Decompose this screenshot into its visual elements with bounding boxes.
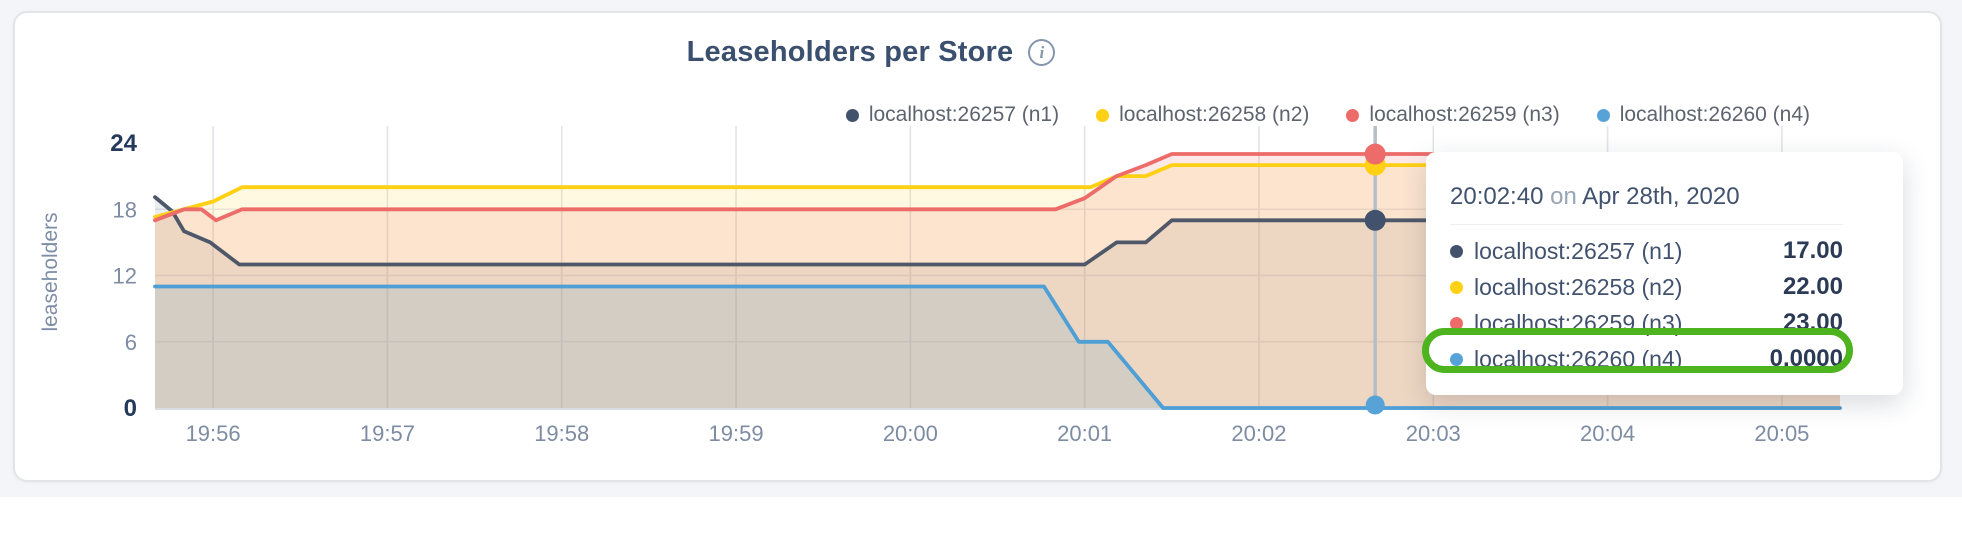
series-line [153,195,1842,267]
x-tick-label: 19:57 [360,421,415,446]
series-dot-icon [1450,244,1463,258]
legend-item-label: localhost:26259 (n3) [1369,103,1560,126]
legend-item[interactable]: localhost:26259 (n3) [1346,103,1560,127]
x-tick-label: 19:56 [186,421,241,446]
tooltip-row: localhost:26257 (n1) 17.00 [1450,233,1843,269]
y-tick-label: 12 [113,264,137,289]
series-dot-icon [1450,352,1463,366]
x-tick-label: 20:00 [883,421,938,446]
series-area [155,154,1840,408]
x-tick-label: 20:05 [1754,421,1809,446]
x-tick-label: 20:03 [1406,421,1461,446]
y-tick-label: 0 [124,395,137,422]
legend-item-label: localhost:26260 (n4) [1619,103,1810,126]
series-line [153,152,1842,223]
series-dot-icon [1096,108,1110,122]
legend-item[interactable]: localhost:26260 (n4) [1596,103,1810,127]
info-icon[interactable]: i [1028,39,1056,66]
y-tick-label: 6 [125,330,137,355]
series-line [153,284,1842,410]
highlight-ring [1422,328,1853,373]
series-area [155,286,1840,408]
y-tick-label: 18 [113,197,137,222]
crosshair-dot [1364,143,1386,165]
tooltip-conjunction: on [1550,183,1577,210]
series-area [155,197,1840,408]
tooltip-time: 20:02:40 [1450,183,1544,210]
x-tick-label: 20:04 [1580,421,1635,446]
legend: localhost:26257 (n1) localhost:26258 (n2… [845,103,1810,127]
chart-title: Leaseholders per Store [686,36,1014,68]
series-dot-icon [1346,108,1360,122]
x-tick-label: 19:58 [534,421,589,446]
crosshair-dot [1365,395,1385,415]
x-tick-label: 20:02 [1231,421,1286,446]
tooltip-row-value: 17.00 [1782,237,1843,264]
series-line [153,163,1842,219]
tooltip-row-value: 22.00 [1782,273,1843,300]
tooltip-row: localhost:26258 (n2) 22.00 [1450,269,1843,305]
chart-header: Leaseholders per Store i [0,36,1852,69]
series-dot-icon [1450,280,1463,294]
y-tick-label: 24 [110,130,137,157]
tooltip-row-label: localhost:26258 (n2) [1474,273,1683,300]
tooltip-date: Apr 28th, 2020 [1582,183,1740,210]
x-tick-label: 19:59 [709,421,764,446]
legend-item-label: localhost:26258 (n2) [1119,103,1310,126]
y-axis-title: leaseholders [39,212,62,331]
tooltip-divider [1450,224,1843,225]
series-dot-icon [845,108,859,122]
series-dot-icon [1450,316,1463,330]
tooltip-header: 20:02:40 on Apr 28th, 2020 [1450,182,1843,212]
legend-item[interactable]: localhost:26257 (n1) [845,103,1060,127]
x-tick-label: 20:01 [1057,421,1112,446]
legend-item-label: localhost:26257 (n1) [868,103,1060,126]
legend-item[interactable]: localhost:26258 (n2) [1096,103,1309,127]
tooltip-row-label: localhost:26257 (n1) [1474,237,1683,264]
crosshair-dot [1364,209,1386,231]
series-dot-icon [1596,108,1610,122]
